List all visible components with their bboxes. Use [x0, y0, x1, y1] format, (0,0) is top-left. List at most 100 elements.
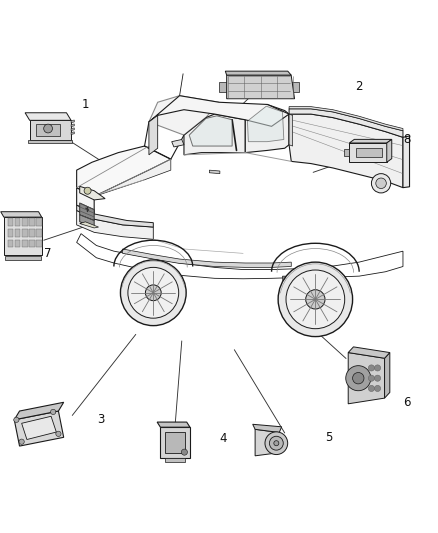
- Text: 8: 8: [404, 133, 411, 146]
- Text: 7: 7: [43, 247, 51, 260]
- Polygon shape: [387, 139, 392, 162]
- Polygon shape: [189, 116, 232, 146]
- Polygon shape: [36, 229, 42, 237]
- Circle shape: [274, 441, 279, 446]
- Polygon shape: [80, 187, 105, 200]
- Circle shape: [84, 187, 91, 194]
- Circle shape: [181, 449, 187, 455]
- Text: 1: 1: [81, 98, 89, 111]
- Polygon shape: [255, 429, 279, 456]
- Polygon shape: [29, 229, 35, 237]
- Polygon shape: [356, 148, 382, 157]
- Polygon shape: [77, 146, 171, 197]
- Circle shape: [278, 262, 353, 336]
- Polygon shape: [1, 212, 42, 217]
- Polygon shape: [291, 82, 299, 92]
- Circle shape: [44, 124, 53, 133]
- Polygon shape: [289, 109, 403, 138]
- Circle shape: [14, 417, 19, 423]
- Polygon shape: [227, 75, 294, 99]
- Polygon shape: [8, 219, 13, 226]
- Polygon shape: [15, 240, 21, 247]
- Polygon shape: [22, 240, 28, 247]
- Polygon shape: [71, 128, 74, 131]
- Polygon shape: [123, 249, 291, 268]
- Polygon shape: [348, 347, 390, 358]
- Polygon shape: [160, 427, 190, 458]
- Polygon shape: [28, 140, 72, 143]
- Polygon shape: [21, 416, 57, 440]
- Polygon shape: [172, 140, 184, 147]
- Polygon shape: [403, 136, 410, 188]
- Circle shape: [19, 439, 24, 445]
- Circle shape: [145, 285, 161, 301]
- Polygon shape: [4, 217, 42, 255]
- Circle shape: [56, 431, 61, 437]
- Polygon shape: [289, 114, 403, 188]
- Polygon shape: [80, 203, 94, 221]
- Polygon shape: [350, 139, 392, 143]
- Circle shape: [368, 385, 374, 392]
- Polygon shape: [350, 143, 387, 162]
- Circle shape: [286, 270, 345, 329]
- Polygon shape: [29, 240, 35, 247]
- Polygon shape: [149, 115, 158, 155]
- Circle shape: [306, 290, 325, 309]
- Polygon shape: [80, 215, 94, 227]
- Polygon shape: [385, 352, 390, 398]
- Polygon shape: [283, 276, 287, 310]
- Polygon shape: [71, 124, 74, 126]
- Polygon shape: [289, 114, 293, 146]
- Polygon shape: [25, 113, 71, 120]
- Polygon shape: [29, 219, 35, 226]
- Text: 5: 5: [325, 431, 332, 444]
- Circle shape: [374, 375, 381, 381]
- Polygon shape: [149, 96, 289, 126]
- Polygon shape: [5, 256, 40, 260]
- Polygon shape: [184, 114, 245, 155]
- Polygon shape: [22, 229, 28, 237]
- Text: 4: 4: [219, 432, 227, 445]
- Circle shape: [368, 375, 374, 381]
- Polygon shape: [8, 229, 13, 237]
- Polygon shape: [14, 402, 64, 420]
- Polygon shape: [344, 149, 350, 156]
- Polygon shape: [77, 205, 153, 227]
- Polygon shape: [36, 240, 42, 247]
- Polygon shape: [94, 159, 171, 197]
- Polygon shape: [245, 104, 289, 152]
- Text: 6: 6: [403, 396, 411, 409]
- Polygon shape: [149, 96, 219, 135]
- Text: 3: 3: [97, 413, 104, 426]
- Polygon shape: [15, 219, 21, 226]
- Polygon shape: [15, 229, 21, 237]
- Text: 2: 2: [355, 79, 363, 93]
- Polygon shape: [8, 240, 13, 247]
- Polygon shape: [209, 170, 220, 174]
- Polygon shape: [348, 352, 385, 404]
- Circle shape: [371, 174, 391, 193]
- Polygon shape: [71, 132, 74, 134]
- Circle shape: [128, 268, 179, 318]
- Circle shape: [120, 260, 186, 326]
- Polygon shape: [219, 82, 227, 92]
- Circle shape: [374, 385, 381, 392]
- Polygon shape: [77, 188, 94, 214]
- Polygon shape: [14, 411, 64, 446]
- Polygon shape: [253, 424, 282, 432]
- Circle shape: [353, 373, 364, 384]
- Circle shape: [265, 432, 288, 455]
- Polygon shape: [225, 71, 291, 75]
- Polygon shape: [166, 432, 185, 453]
- Polygon shape: [289, 107, 403, 131]
- Circle shape: [50, 409, 56, 415]
- Circle shape: [346, 366, 371, 391]
- Circle shape: [374, 365, 381, 371]
- Circle shape: [376, 178, 386, 189]
- Polygon shape: [157, 422, 190, 427]
- Polygon shape: [71, 120, 74, 123]
- Polygon shape: [80, 222, 99, 228]
- Polygon shape: [166, 458, 185, 463]
- Polygon shape: [36, 219, 42, 226]
- Polygon shape: [30, 120, 71, 140]
